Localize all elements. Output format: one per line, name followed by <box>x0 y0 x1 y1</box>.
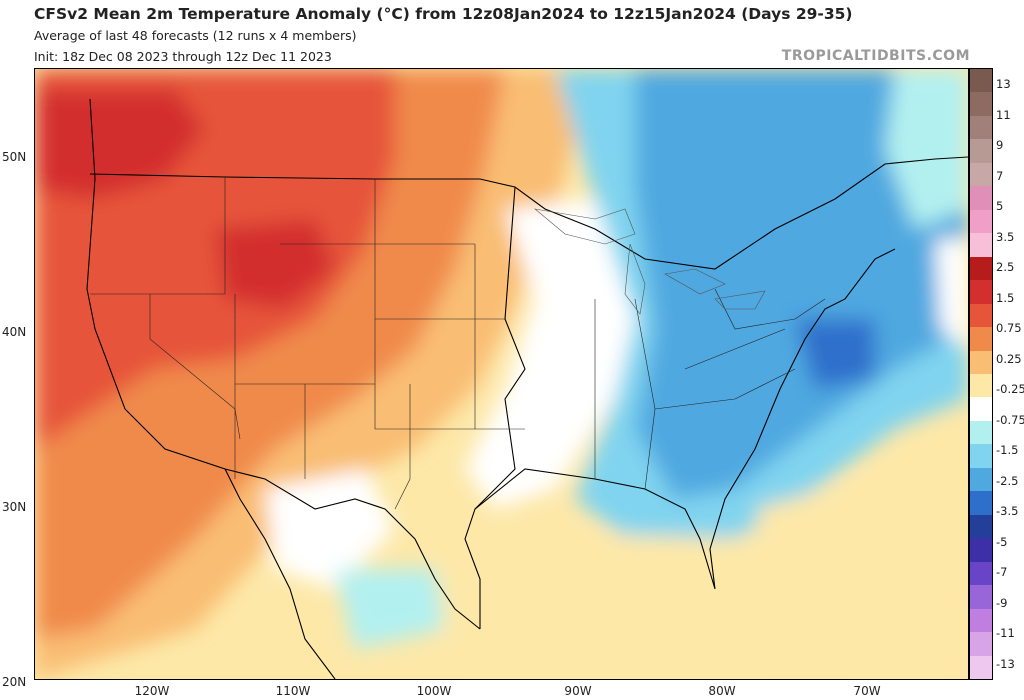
colorbar-tick-label: -5 <box>996 534 1008 549</box>
colorbar-tick-label: -9 <box>996 595 1008 610</box>
colorbar-cell <box>970 280 992 305</box>
chart-title: CFSv2 Mean 2m Temperature Anomaly (°C) f… <box>34 5 853 23</box>
colorbar-cell <box>970 444 992 469</box>
colorbar-tick-label: -1.5 <box>996 443 1019 458</box>
colorbar-tick-label: -3.5 <box>996 504 1019 519</box>
longitude-label: 110W <box>275 684 311 698</box>
brand-watermark: TROPICALTIDBITS.COM <box>781 48 970 64</box>
colorbar-tick-label: 0.25 <box>996 351 1022 366</box>
colorbar-cell <box>970 233 992 258</box>
colorbar-cell <box>970 69 992 93</box>
colorbar-cell <box>970 420 992 445</box>
colorbar-cell <box>970 561 992 586</box>
colorbar-tick-label: -0.75 <box>996 412 1024 427</box>
colorbar <box>969 68 993 680</box>
colorbar-tick-label: -7 <box>996 565 1008 580</box>
colorbar-tick-label: 2.5 <box>996 260 1015 275</box>
colorbar-cell <box>970 115 992 140</box>
colorbar-cell <box>970 397 992 422</box>
longitude-label: 100W <box>416 684 452 698</box>
colorbar-tick-label: 5 <box>996 199 1004 214</box>
coastlines <box>86 98 968 679</box>
anomaly-field <box>35 69 968 679</box>
chart-subtitle-init: Init: 18z Dec 08 2023 through 12z Dec 11… <box>34 49 332 64</box>
state-borders <box>90 177 826 510</box>
colorbar-cell <box>970 162 992 187</box>
colorbar-cell <box>970 585 992 610</box>
chart-subtitle-forecasts: Average of last 48 forecasts (12 runs x … <box>34 28 357 43</box>
longitude-label: 90W <box>564 684 592 698</box>
colorbar-tick-label: 9 <box>996 138 1004 153</box>
latitude-label: 20N <box>2 675 27 689</box>
colorbar-tick-label: 1.5 <box>996 290 1015 305</box>
longitude-label: 120W <box>134 684 170 698</box>
colorbar-cell <box>970 256 992 281</box>
colorbar-cell <box>970 374 992 398</box>
colorbar-cell <box>970 632 992 657</box>
colorbar-tick-label: 0.75 <box>996 321 1022 336</box>
colorbar-cell <box>970 186 992 211</box>
colorbar-cell <box>970 467 992 492</box>
colorbar-cell <box>970 655 992 680</box>
great-lakes <box>533 208 766 315</box>
colorbar-tick-label: -13 <box>996 657 1015 671</box>
colorbar-cell <box>970 327 992 352</box>
colorbar-tick-label: -2.5 <box>996 473 1019 488</box>
colorbar-cell <box>970 491 992 516</box>
colorbar-tick-label: -0.25 <box>996 382 1024 397</box>
latitude-label: 50N <box>2 150 27 164</box>
colorbar-cell <box>970 350 992 375</box>
colorbar-cell <box>970 608 992 633</box>
colorbar-cell <box>970 139 992 164</box>
longitude-label: 70W <box>853 684 881 698</box>
colorbar-tick-label: 3.5 <box>996 229 1015 244</box>
colorbar-tick-label: 7 <box>996 168 1004 183</box>
longitude-label: 80W <box>708 684 736 698</box>
anomaly-map <box>34 68 969 680</box>
colorbar-cell <box>970 514 992 539</box>
colorbar-tick-label: -11 <box>996 626 1015 641</box>
colorbar-tick-label: 13 <box>996 77 1011 91</box>
latitude-label: 40N <box>2 325 27 339</box>
colorbar-cell <box>970 92 992 117</box>
latitude-label: 30N <box>2 500 27 514</box>
colorbar-cell <box>970 538 992 563</box>
colorbar-cell <box>970 209 992 234</box>
colorbar-tick-label: 11 <box>996 107 1011 122</box>
colorbar-cell <box>970 303 992 328</box>
